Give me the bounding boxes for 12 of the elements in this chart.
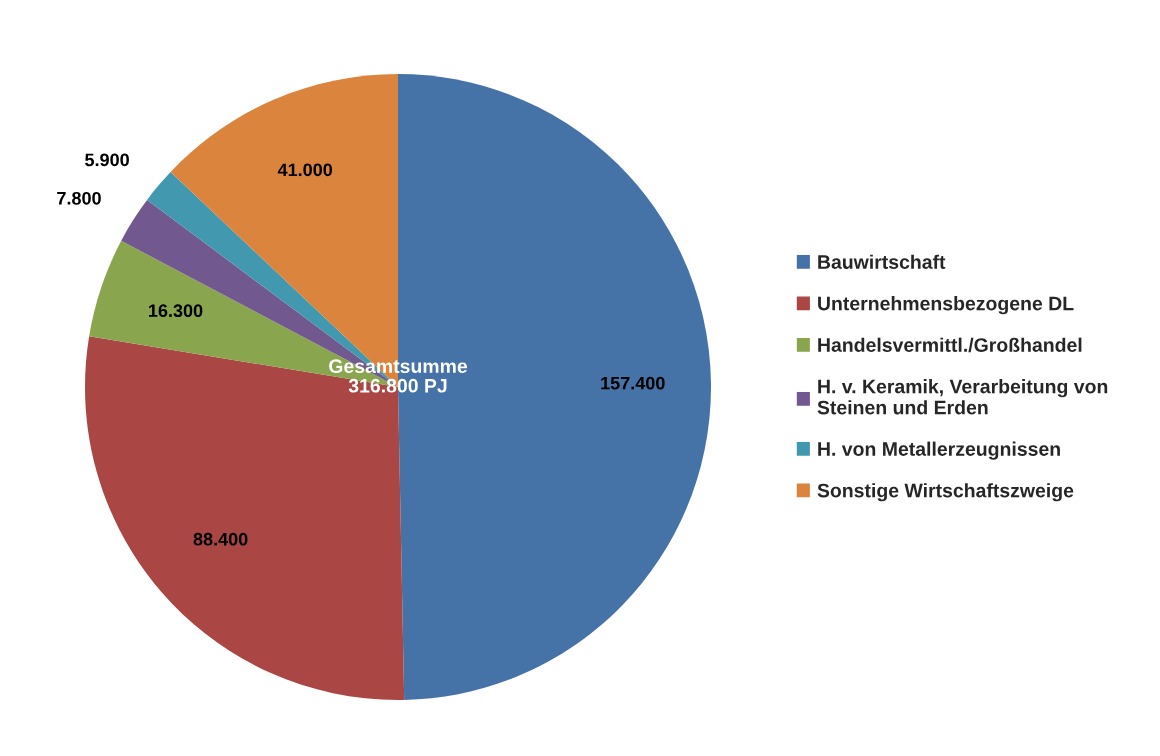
data-label: 157.400 xyxy=(601,376,665,390)
data-label: 7.800 xyxy=(57,191,101,205)
legend-label: Sonstige Wirtschaftszweige xyxy=(817,483,1074,502)
data-label: 5.900 xyxy=(85,153,129,167)
legend-label: Handelsvermittl./Großhandel xyxy=(818,337,1082,353)
data-label: 41.000 xyxy=(277,163,333,177)
legend-label: Bauwirtschaft xyxy=(818,254,946,269)
data-label: 88.400 xyxy=(193,532,248,546)
legend-label: H. von Metallerzeugnissen xyxy=(818,441,1060,460)
legend-label: H. v. Keramik, Verarbeitung von Steinen und Erden xyxy=(817,379,1108,415)
legend-label: Unternehmensbezogene DL xyxy=(818,296,1074,315)
data-label: 16.300 xyxy=(149,304,203,318)
